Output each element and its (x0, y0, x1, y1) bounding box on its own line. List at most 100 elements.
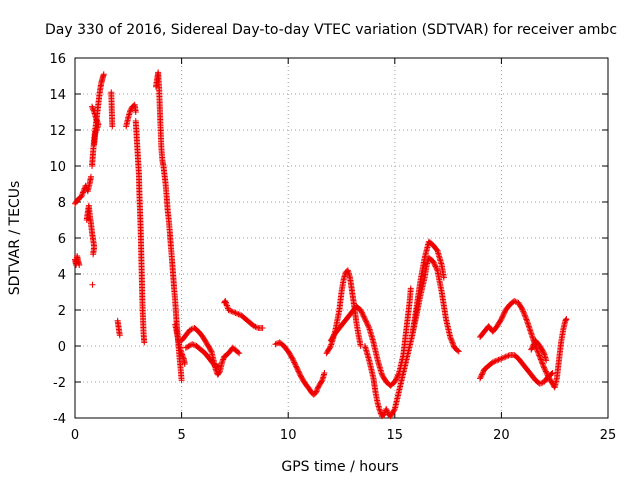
data-point-marker (185, 343, 192, 350)
data-point-marker (179, 351, 186, 358)
data-point-marker (538, 359, 545, 366)
data-point-marker (536, 353, 543, 360)
data-point-marker (519, 305, 526, 312)
data-point-marker (407, 285, 414, 292)
data-point-marker (563, 316, 570, 322)
y-tick-label: 0 (58, 340, 66, 355)
data-point-marker (87, 173, 94, 180)
data-point-marker (549, 370, 556, 376)
data-point-marker (252, 323, 259, 330)
data-point-marker (433, 264, 440, 271)
data-point-marker (540, 363, 547, 370)
data-point-marker (499, 313, 506, 320)
data-point-marker (364, 321, 371, 328)
data-point-marker (90, 251, 97, 258)
data-point-marker (500, 312, 507, 319)
data-point-marker (536, 352, 543, 359)
data-point-marker (433, 266, 440, 273)
data-point-marker (447, 335, 454, 342)
data-point-marker (180, 354, 187, 361)
data-point-marker (491, 358, 498, 365)
data-point-marker (530, 342, 537, 349)
data-point-marker (502, 353, 509, 360)
data-point-marker (542, 367, 549, 374)
data-point-marker (530, 341, 537, 348)
data-point-marker (289, 355, 296, 362)
data-point-marker (296, 371, 303, 378)
data-point-marker (182, 344, 189, 351)
data-point-marker (76, 262, 83, 268)
data-point-marker (90, 106, 97, 113)
data-point-marker (540, 349, 547, 355)
data-point-marker (235, 311, 242, 318)
data-point-marker (132, 109, 139, 115)
x-tick-label: 15 (387, 428, 404, 443)
data-point-marker (365, 323, 372, 330)
data-point-marker (537, 355, 544, 362)
data-point-marker (231, 309, 238, 316)
data-point-marker (251, 323, 258, 330)
data-point-marker (393, 375, 400, 382)
data-point-marker (272, 341, 279, 348)
plot-frame (74, 57, 609, 419)
data-point-marker (431, 260, 438, 267)
chart-title: Day 330 of 2016, Sidereal Day-to-day VTE… (45, 22, 617, 38)
data-point-marker (448, 336, 455, 343)
data-point-marker (178, 350, 185, 357)
data-point-marker (512, 298, 519, 305)
data-point-marker (454, 347, 461, 354)
data-point-marker (78, 193, 85, 200)
data-point-marker (190, 341, 197, 348)
data-point-marker (216, 369, 223, 376)
data-point-marker (449, 339, 456, 346)
data-point-marker (548, 370, 555, 377)
data-point-marker (79, 190, 86, 197)
data-point-marker (478, 372, 485, 379)
data-point-marker (433, 246, 440, 253)
data-point-marker (505, 352, 512, 359)
data-point-marker (519, 307, 526, 313)
y-tick-labels: -4 -2 0 2 4 6 8 10 12 14 16 (49, 52, 66, 427)
data-point-marker (543, 369, 550, 376)
y-tick-label: 10 (49, 160, 66, 175)
x-tick-label: 0 (71, 428, 79, 443)
data-point-marker (236, 350, 243, 357)
y-tick-label: 14 (49, 88, 66, 103)
data-point-marker (312, 389, 319, 396)
data-points (72, 69, 570, 420)
data-point-marker (78, 192, 85, 199)
data-point-marker (501, 309, 508, 316)
y-tick-label: 2 (58, 304, 66, 319)
data-point-marker (383, 406, 390, 412)
y-tick-label: 8 (58, 196, 66, 211)
y-tick-label: -2 (53, 376, 66, 391)
data-point-marker (357, 307, 364, 313)
data-point-marker (290, 358, 297, 365)
data-point-marker (430, 259, 437, 266)
data-point-marker (93, 117, 100, 124)
data-point-marker (178, 377, 185, 384)
data-point-marker (294, 367, 301, 374)
data-point-marker (362, 317, 369, 324)
data-point-marker (228, 308, 235, 315)
data-point-marker (363, 319, 370, 326)
data-point-marker (537, 356, 544, 363)
data-point-marker (432, 263, 439, 270)
data-point-marker (430, 258, 437, 265)
data-point-marker (291, 360, 298, 367)
data-point-marker (447, 334, 454, 340)
data-point-marker (359, 310, 366, 317)
data-point-marker (536, 380, 543, 387)
y-tick-label: 12 (49, 124, 66, 139)
data-point-marker (539, 360, 546, 367)
data-point-marker (492, 358, 499, 364)
data-point-marker (219, 357, 226, 364)
data-point-marker (440, 274, 447, 281)
data-point-marker (500, 310, 507, 317)
data-point-marker (501, 354, 508, 361)
data-point-marker (535, 349, 542, 356)
data-point-marker (226, 307, 233, 314)
data-point-marker (181, 361, 188, 367)
data-point-marker (116, 332, 123, 339)
